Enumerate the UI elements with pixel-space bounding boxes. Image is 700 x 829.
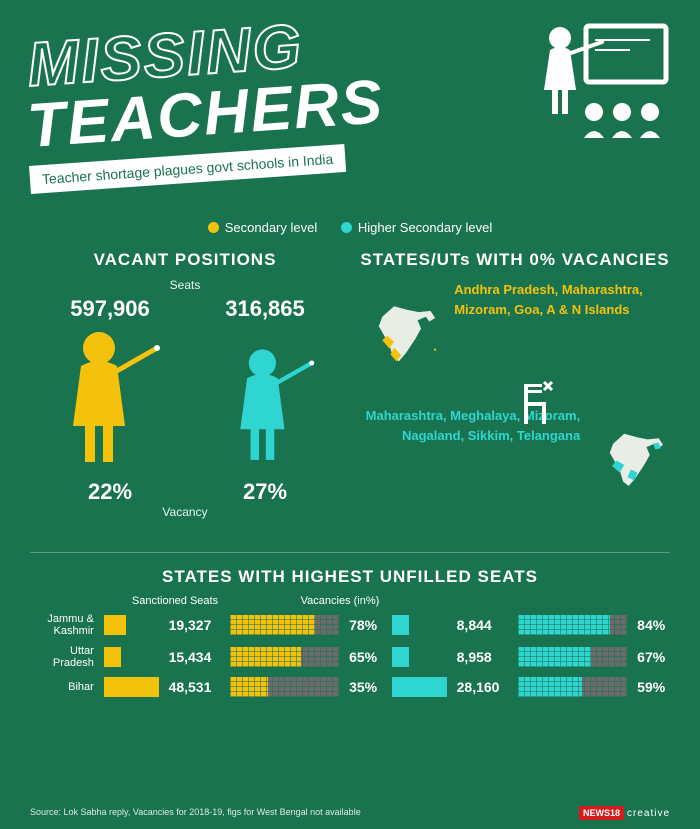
col-sanctioned: Sanctioned Seats xyxy=(110,595,240,607)
sec-vacancy-bar xyxy=(230,677,339,697)
zero-vacancies-higher-block: Maharashtra, Meghalaya, Mizoram, Nagalan… xyxy=(360,406,670,516)
india-map-higher-icon xyxy=(592,406,670,516)
hs-seats-bar xyxy=(392,677,447,697)
brand-suffix: creative xyxy=(627,808,670,819)
legend: Secondary level Higher Secondary level xyxy=(0,220,700,236)
hs-seats-value: 8,844 xyxy=(457,617,508,633)
vacant-positions-section: VACANT POSITIONS Seats 597,906 22% 316,8… xyxy=(30,250,340,532)
sec-vacancy-pct: 65% xyxy=(349,649,382,665)
vacant-positions-heading: VACANT POSITIONS xyxy=(30,250,340,270)
brand: NEWS18creative xyxy=(579,808,670,819)
legend-secondary: Secondary level xyxy=(208,220,318,235)
vacant-secondary: 597,906 22% xyxy=(55,296,165,505)
legend-higher-secondary: Higher Secondary level xyxy=(341,220,492,235)
divider xyxy=(30,552,670,553)
sec-seats-value: 19,327 xyxy=(169,617,220,633)
empty-chair-icon xyxy=(518,380,554,431)
table-header: Sanctioned Seats Vacancies (in%) xyxy=(30,595,670,607)
hs-vacancy-bar xyxy=(518,647,627,667)
unfilled-seats-section: STATES WITH HIGHEST UNFILLED SEATS Sanct… xyxy=(0,567,700,697)
teacher-scene-icon xyxy=(510,20,670,155)
secondary-vacancy-pct: 22% xyxy=(55,479,165,505)
secondary-seats: 597,906 xyxy=(55,296,165,322)
hs-seats-value: 28,160 xyxy=(457,679,508,695)
unfilled-heading: STATES WITH HIGHEST UNFILLED SEATS xyxy=(30,567,670,587)
table-row: Jammu & Kashmir 19,327 78% 8,844 84% xyxy=(30,613,670,637)
sec-seats-value: 15,434 xyxy=(169,649,220,665)
secondary-zero-states: Andhra Pradesh, Maharashtra, Mizoram, Go… xyxy=(454,280,670,319)
higher-seats: 316,865 xyxy=(215,296,315,322)
state-name: Jammu & Kashmir xyxy=(30,613,94,637)
source-text: Source: Lok Sabha reply, Vacancies for 2… xyxy=(30,807,361,817)
legend-secondary-label: Secondary level xyxy=(225,220,318,235)
higher-vacancy-pct: 27% xyxy=(215,479,315,505)
legend-dot-secondary xyxy=(208,222,219,233)
sec-seats-bar xyxy=(104,615,159,635)
india-map-secondary-icon xyxy=(360,280,442,390)
hs-vacancy-bar xyxy=(518,677,627,697)
zero-vacancies-section: STATES/UTs WITH 0% VACANCIES Andhra Prad… xyxy=(360,250,670,532)
sec-vacancy-pct: 78% xyxy=(349,617,382,633)
teacher-icon-secondary xyxy=(55,328,165,468)
table-row: Uttar Pradesh 15,434 65% 8,958 67% xyxy=(30,645,670,669)
hs-vacancy-bar xyxy=(518,615,627,635)
sec-vacancy-pct: 35% xyxy=(349,679,382,695)
sec-vacancy-bar xyxy=(230,615,339,635)
legend-dot-higher xyxy=(341,222,352,233)
sec-seats-bar xyxy=(104,647,159,667)
hs-vacancy-pct: 84% xyxy=(637,617,670,633)
hs-vacancy-pct: 67% xyxy=(637,649,670,665)
header: MISSING TEACHERS Teacher shortage plague… xyxy=(0,0,700,194)
vacant-higher-secondary: 316,865 27% xyxy=(215,296,315,505)
teacher-icon-higher xyxy=(215,328,315,468)
sec-seats-value: 48,531 xyxy=(169,679,220,695)
state-name: Uttar Pradesh xyxy=(30,645,94,669)
seats-label: Seats xyxy=(30,278,340,292)
hs-seats-bar xyxy=(392,615,447,635)
vacancy-label: Vacancy xyxy=(30,505,340,519)
state-name: Bihar xyxy=(30,681,94,693)
col-vacancies: Vacancies (in%) xyxy=(240,595,440,607)
zero-vacancies-heading: STATES/UTs WITH 0% VACANCIES xyxy=(360,250,670,270)
sec-vacancy-bar xyxy=(230,647,339,667)
hs-seats-bar xyxy=(392,647,447,667)
legend-higher-label: Higher Secondary level xyxy=(358,220,492,235)
zero-vacancies-secondary-block: Andhra Pradesh, Maharashtra, Mizoram, Go… xyxy=(360,280,670,390)
sec-seats-bar xyxy=(104,677,159,697)
table-row: Bihar 48,531 35% 28,160 59% xyxy=(30,677,670,697)
hs-seats-value: 8,958 xyxy=(457,649,508,665)
hs-vacancy-pct: 59% xyxy=(637,679,670,695)
brand-logo: NEWS18 xyxy=(579,806,624,820)
